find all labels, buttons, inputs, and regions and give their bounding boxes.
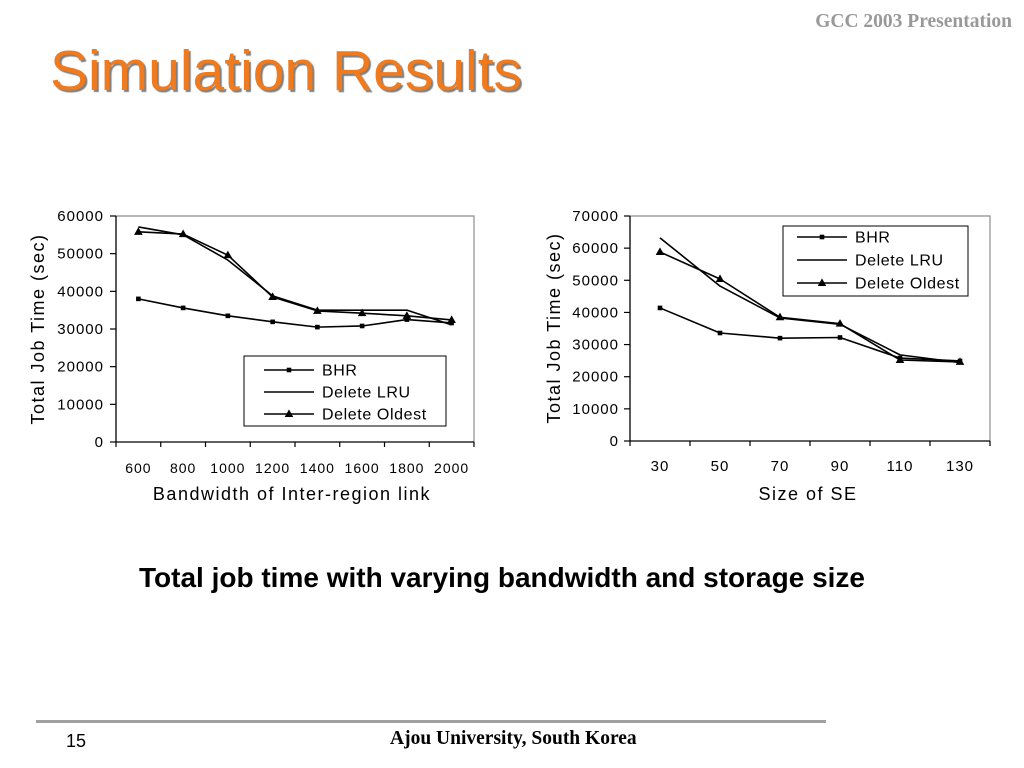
y-tick-label: 0 xyxy=(610,433,619,450)
x-tick-label: 50 xyxy=(711,458,730,475)
data-point-bhr xyxy=(315,324,320,330)
x-tick-label: 1600 xyxy=(345,460,380,476)
legend-label-delete-oldest: Delete Oldest xyxy=(855,276,960,293)
data-point-bhr xyxy=(404,317,410,322)
y-tick-label: 0 xyxy=(95,434,104,451)
data-point-bhr xyxy=(837,335,843,340)
chart-bandwidth: 0 10000 20000 30000 40000 50000 60000 600 800 100… xyxy=(28,208,475,504)
data-point-delete-oldest xyxy=(775,312,785,321)
presentation-label: GCC 2003 Presentation xyxy=(815,11,1012,32)
y-tick-label: 40000 xyxy=(572,304,619,321)
data-point-bhr xyxy=(359,323,365,329)
y-axis-title: Total Job Time (sec) xyxy=(28,233,48,424)
legend-marker-bhr xyxy=(819,234,825,240)
x-tick-label: 130 xyxy=(946,458,974,475)
x-tick-label: 110 xyxy=(887,458,914,475)
legend-marker-delete-oldest xyxy=(284,409,294,417)
data-point-delete-oldest xyxy=(134,227,143,235)
series-line-delete-lru xyxy=(138,226,452,326)
x-tick-label: 1800 xyxy=(389,460,424,476)
plot-area-frame xyxy=(630,215,991,441)
data-point-bhr xyxy=(270,319,275,325)
legend-label-delete-oldest: Delete Oldest xyxy=(322,407,427,424)
slide-title: Simulation Results xyxy=(50,39,523,103)
data-point-delete-oldest xyxy=(955,357,965,365)
y-axis-title: Total Job Time (sec) xyxy=(544,232,564,423)
footer-organization: Ajou University, South Korea xyxy=(390,728,637,749)
page-number: 15 xyxy=(66,731,87,751)
x-tick-label: 1000 xyxy=(210,460,245,476)
data-point-delete-oldest xyxy=(402,311,412,319)
legend-marker-delete-oldest xyxy=(817,278,827,286)
x-tick-label: 30 xyxy=(651,458,670,475)
x-tick-label: 1400 xyxy=(300,460,335,476)
y-tick-label: 30000 xyxy=(57,321,104,338)
y-tick-label: 20000 xyxy=(57,359,104,376)
y-tick-label: 10000 xyxy=(572,401,619,418)
data-point-delete-oldest xyxy=(223,250,233,259)
footer-divider xyxy=(36,720,826,723)
data-point-delete-oldest xyxy=(715,274,725,282)
data-point-bhr xyxy=(225,313,231,319)
x-tick-label: 800 xyxy=(170,460,196,476)
x-axis-title: Bandwidth of Inter-region link xyxy=(153,484,431,504)
y-tick-label: 60000 xyxy=(572,240,619,257)
y-tick-label: 30000 xyxy=(572,337,619,354)
plot-area-frame xyxy=(116,215,475,442)
data-point-bhr xyxy=(136,296,141,302)
x-tick-label: 70 xyxy=(771,458,790,475)
series-line-bhr xyxy=(138,298,452,328)
legend-label-delete-lru: Delete LRU xyxy=(322,385,411,402)
series-line-delete-oldest xyxy=(138,231,452,321)
y-tick-label: 60000 xyxy=(57,208,104,225)
data-point-bhr xyxy=(657,305,663,311)
data-point-bhr xyxy=(180,305,186,311)
y-tick-label: 50000 xyxy=(572,272,619,289)
y-tick-label: 10000 xyxy=(57,396,104,413)
y-tick-label: 40000 xyxy=(57,283,104,300)
x-tick-label: 1200 xyxy=(255,460,290,476)
x-axis-title: Size of SE xyxy=(758,484,857,504)
chart-storage-size: 0 10000 20000 30000 40000 50000 60000 70000 30 50… xyxy=(544,208,991,504)
y-tick-label: 50000 xyxy=(57,246,104,263)
data-point-delete-oldest xyxy=(447,315,456,323)
legend-marker-bhr xyxy=(286,367,292,373)
series-line-delete-oldest xyxy=(659,251,961,363)
series-line-bhr xyxy=(659,307,961,362)
data-point-delete-oldest xyxy=(313,306,322,314)
legend-label-bhr: BHR xyxy=(855,230,891,247)
data-point-bhr xyxy=(449,320,454,326)
data-point-delete-oldest xyxy=(357,308,367,317)
legend-label-delete-lru: Delete LRU xyxy=(855,253,944,270)
legend-label-bhr: BHR xyxy=(322,363,358,380)
data-point-bhr xyxy=(717,330,723,336)
y-tick-label: 70000 xyxy=(572,208,619,225)
data-point-delete-oldest xyxy=(895,355,905,363)
data-point-delete-oldest xyxy=(268,292,277,300)
data-point-delete-oldest xyxy=(655,247,665,255)
x-tick-label: 600 xyxy=(125,460,151,476)
data-point-delete-oldest xyxy=(178,229,188,238)
data-point-bhr xyxy=(777,335,783,341)
x-tick-label: 90 xyxy=(831,458,850,475)
slide-caption: Total job time with varying bandwidth an… xyxy=(139,562,866,593)
y-tick-label: 20000 xyxy=(572,369,619,386)
x-tick-label: 2000 xyxy=(434,460,469,476)
data-point-delete-oldest xyxy=(835,319,845,327)
